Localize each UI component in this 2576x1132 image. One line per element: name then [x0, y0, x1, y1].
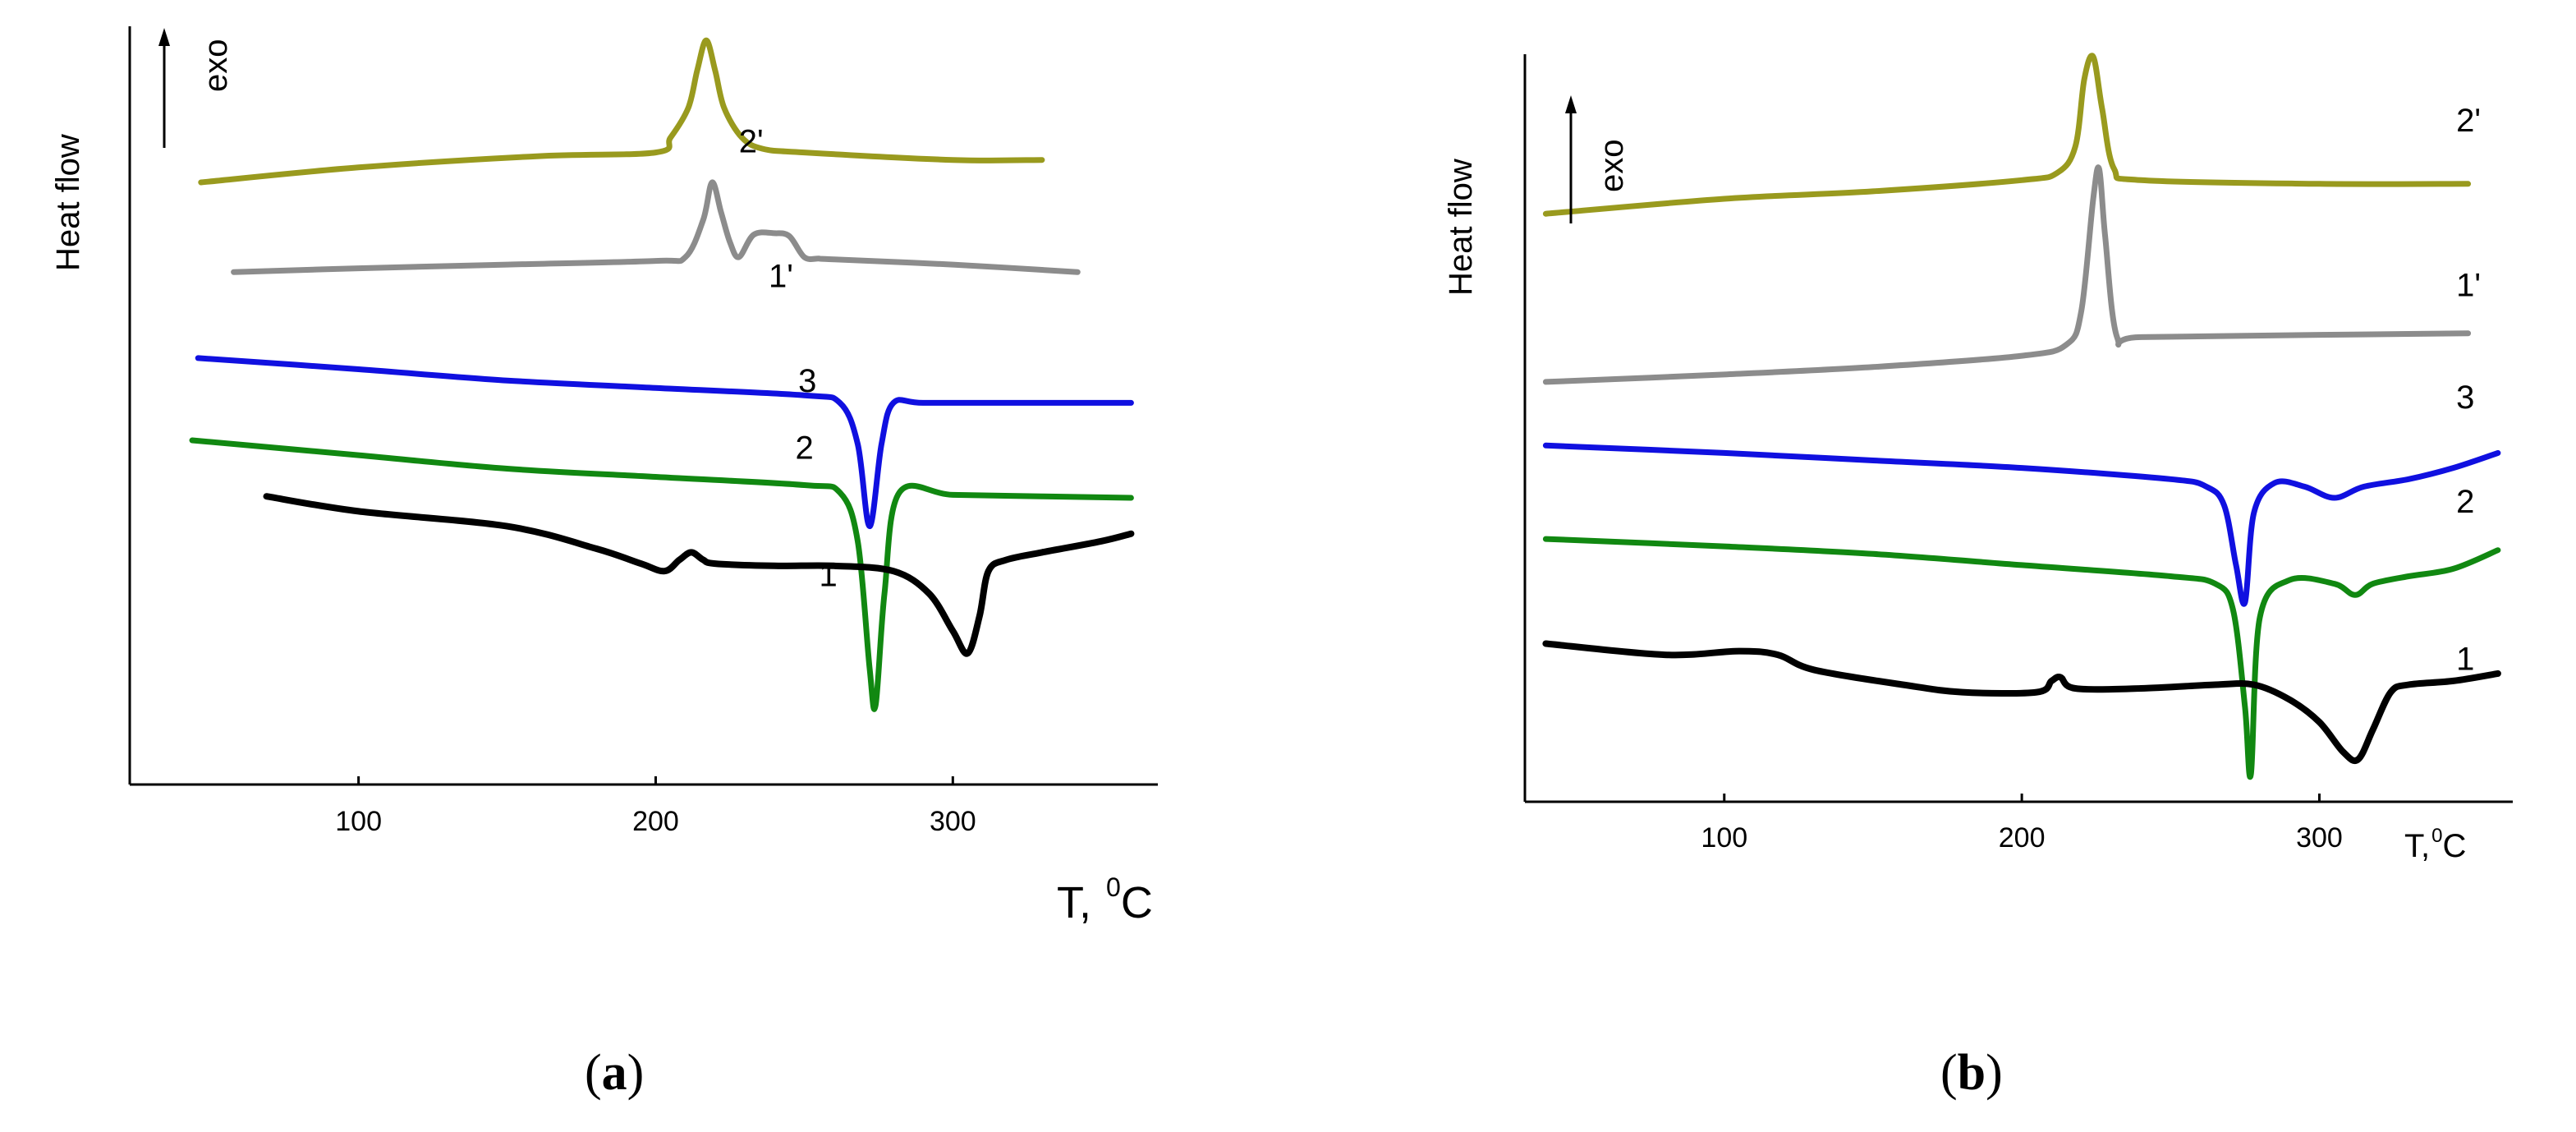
panel-a-curve-label-2: 2	[796, 430, 814, 467]
panel-a: 100 200 300 2' 1' 3 2 1 Heat flow exo T, 0C (a)	[50, 26, 1158, 1101]
panel-a-curve-2prime	[198, 37, 1045, 186]
panel-b-caption: (b)	[1940, 1045, 2003, 1101]
panel-a-curve-3	[195, 355, 1134, 530]
panel-b-curve-2	[1542, 536, 2501, 780]
panel-a-tick-label-200: 200	[632, 806, 679, 837]
panel-b-curve-1	[1542, 640, 2501, 764]
panel-a-y-axis-label: Heat flow	[50, 134, 86, 271]
panel-a-curve-2	[189, 437, 1134, 712]
panel-b-curve-label-1prime: 1'	[2456, 267, 2481, 303]
panel-a-curve-label-1prime: 1'	[769, 258, 793, 294]
panel-a-tick-label-100: 100	[335, 806, 382, 837]
panel-a-exo-label: exo	[198, 39, 234, 93]
panel-b-curve-labels: 2' 1' 3 2 1	[2456, 103, 2481, 677]
panel-a-caption: (a)	[585, 1045, 644, 1101]
panel-b-curve-label-1: 1	[2456, 641, 2474, 677]
panel-b-curve-3	[1542, 442, 2501, 607]
panel-b-tick-label-200: 200	[1999, 822, 2046, 854]
panel-b-curve-label-2: 2	[2456, 484, 2474, 520]
panel-a-tick-label-300: 300	[930, 806, 976, 837]
panel-b-exo-arrowhead	[1565, 95, 1577, 113]
panel-b-curve-label-2prime: 2'	[2456, 103, 2481, 139]
panel-b-y-axis-label: Heat flow	[1443, 159, 1479, 296]
panel-b-curves	[1542, 53, 2501, 780]
panel-a-curves	[189, 37, 1135, 712]
panel-a-curve-1	[263, 493, 1135, 657]
panel-a-x-ticks: 100 200 300	[335, 776, 976, 837]
panel-b-exo-label: exo	[1594, 140, 1630, 193]
panel-b-curve-2prime	[1542, 53, 2472, 217]
panel-a-curve-1prime	[231, 179, 1081, 275]
panel-a-curve-label-2prime: 2'	[739, 124, 764, 160]
panel-b-tick-label-100: 100	[1701, 822, 1747, 854]
panel-b-curve-1prime	[1542, 164, 2472, 385]
panel-a-curve-label-3: 3	[798, 363, 816, 399]
panel-b-x-ticks: 100 200 300	[1701, 794, 2343, 854]
panel-b: 100 200 300 2' 1' 3 2 1 Heat flow exo T,0C (b)	[1443, 53, 2513, 1101]
panel-a-curve-label-1: 1	[819, 557, 837, 593]
panel-b-curve-label-3: 3	[2456, 380, 2474, 416]
panel-b-tick-label-300: 300	[2296, 822, 2343, 854]
panel-a-exo-arrowhead	[158, 28, 170, 46]
panel-a-curve-labels: 2' 1' 3 2 1	[739, 124, 838, 594]
panel-a-x-axis-label: T, 0C	[1057, 872, 1153, 927]
panel-b-x-axis-label: T,0C	[2404, 825, 2466, 864]
